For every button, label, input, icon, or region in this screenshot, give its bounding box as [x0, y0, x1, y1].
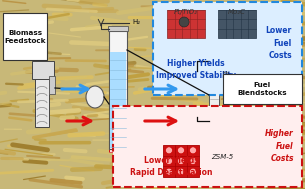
- Text: Mo₂C: Mo₂C: [228, 9, 246, 15]
- Bar: [109, 114, 127, 152]
- Bar: [109, 31, 127, 149]
- Circle shape: [178, 157, 185, 164]
- Bar: [32, 61, 54, 79]
- Circle shape: [179, 17, 189, 27]
- FancyBboxPatch shape: [152, 2, 302, 94]
- Text: Biomass
Feedstock: Biomass Feedstock: [4, 30, 46, 44]
- Bar: [223, 74, 302, 104]
- Text: Fuel
Blendstocks: Fuel Blendstocks: [238, 82, 287, 96]
- Text: ZSM-5: ZSM-5: [211, 154, 233, 160]
- Circle shape: [178, 168, 185, 175]
- Text: H₂: H₂: [222, 71, 229, 76]
- Circle shape: [189, 168, 196, 175]
- Bar: [49, 76, 55, 94]
- Text: Pt/TiO₂: Pt/TiO₂: [174, 9, 198, 15]
- Bar: [3, 13, 47, 60]
- Bar: [163, 145, 199, 177]
- Text: Higher Yields
Improved Stability: Higher Yields Improved Stability: [156, 59, 236, 81]
- Circle shape: [166, 168, 173, 175]
- FancyBboxPatch shape: [113, 106, 302, 187]
- Text: Higher
Fuel
Costs: Higher Fuel Costs: [265, 129, 294, 163]
- Circle shape: [166, 157, 173, 164]
- Bar: [108, 26, 128, 31]
- Text: Lower Yields
Rapid Deactivation: Lower Yields Rapid Deactivation: [130, 156, 213, 177]
- Circle shape: [178, 147, 185, 154]
- Circle shape: [189, 157, 196, 164]
- Circle shape: [166, 147, 173, 154]
- Text: Lower
Fuel
Costs: Lower Fuel Costs: [266, 26, 292, 60]
- Bar: [110, 52, 126, 148]
- Ellipse shape: [86, 86, 104, 108]
- Bar: [218, 10, 256, 38]
- Text: H₂: H₂: [132, 19, 140, 25]
- Circle shape: [189, 147, 196, 154]
- Bar: [167, 10, 205, 38]
- Bar: [35, 79, 49, 127]
- Bar: [209, 73, 219, 117]
